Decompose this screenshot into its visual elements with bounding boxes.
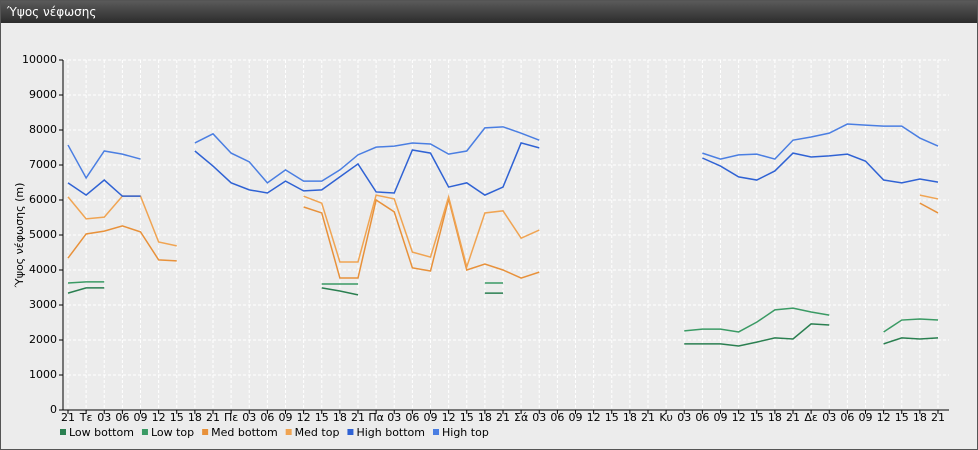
x-tick-label: 12 [587, 411, 601, 424]
x-tick-label: 06 [840, 411, 854, 424]
legend-swatch [202, 429, 209, 435]
x-tick-label: 06 [550, 411, 564, 424]
legend-swatch [433, 429, 439, 435]
x-tick-label: Σά [514, 411, 528, 424]
x-tick-label: 12 [877, 411, 891, 424]
legend-label: Med top [295, 426, 340, 439]
x-tick-label: 06 [260, 411, 274, 424]
x-tick-label: 21 [641, 411, 655, 424]
x-tick-label: 09 [424, 411, 438, 424]
x-tick-label: 21 [786, 411, 800, 424]
x-tick-label: 21 [206, 411, 220, 424]
x-tick-label: 18 [623, 411, 637, 424]
x-tick-label: 21 [351, 411, 365, 424]
line-series [67, 287, 939, 347]
x-tick-label: 03 [97, 411, 111, 424]
x-tick-label: 09 [859, 411, 873, 424]
x-tick-label: 18 [768, 411, 782, 424]
legend-swatch [347, 429, 354, 435]
x-tick-label: Πε [224, 411, 238, 424]
x-tick-label: 06 [115, 411, 129, 424]
x-tick-label: 18 [333, 411, 347, 424]
legend-label: Low bottom [69, 426, 134, 439]
x-tick-label: 18 [478, 411, 492, 424]
y-tick-label: 9000 [29, 88, 57, 101]
x-tick-label: 06 [405, 411, 419, 424]
y-tick-label: 4000 [29, 263, 57, 276]
line-series [67, 198, 939, 279]
x-tick-label: 18 [913, 411, 927, 424]
x-tick-label: 21 [931, 411, 945, 424]
y-tick-label: 8000 [29, 123, 57, 136]
x-tick-label: 21 [496, 411, 510, 424]
x-tick-label: 03 [242, 411, 256, 424]
x-tick-label: 15 [605, 411, 619, 424]
x-tick-label: 15 [750, 411, 764, 424]
x-tick-label: 09 [714, 411, 728, 424]
window-title: Ύψος νέφωσης [1, 1, 977, 23]
legend-swatch [285, 429, 292, 435]
x-tick-label: 15 [315, 411, 329, 424]
legend-swatch [60, 429, 66, 435]
y-tick-label: 5000 [29, 228, 57, 241]
x-tick-label: 15 [170, 411, 184, 424]
x-tick-label: 09 [134, 411, 148, 424]
x-tick-label: 12 [297, 411, 311, 424]
x-tick-label: 15 [895, 411, 909, 424]
x-tick-label: 09 [569, 411, 583, 424]
y-axis-title: Ύψος νέφωσης (m) [13, 183, 26, 289]
x-tick-label: 03 [822, 411, 836, 424]
x-tick-label: 12 [152, 411, 166, 424]
legend-label: Med bottom [211, 426, 278, 439]
y-tick-label: 2000 [29, 333, 57, 346]
x-tick-label: 12 [442, 411, 456, 424]
x-tick-label: Πα [368, 411, 384, 424]
x-tick-label: 03 [532, 411, 546, 424]
y-tick-label: 0 [50, 403, 57, 416]
y-tick-label: 3000 [29, 298, 57, 311]
x-tick-label: 21 [61, 411, 75, 424]
x-tick-label: 09 [279, 411, 293, 424]
x-tick-label: 06 [695, 411, 709, 424]
x-tick-label: 03 [677, 411, 691, 424]
legend-swatch [141, 429, 148, 435]
line-series [67, 123, 939, 184]
line-series [67, 142, 939, 197]
x-tick-label: 15 [460, 411, 474, 424]
y-tick-label: 1000 [29, 368, 57, 381]
legend-label: High top [442, 426, 489, 439]
y-tick-label: 7000 [29, 158, 57, 171]
legend-label: High bottom [356, 426, 425, 439]
x-tick-label: Κυ [659, 411, 673, 424]
y-tick-label: 6000 [29, 193, 57, 206]
x-tick-label: Δε [804, 411, 818, 424]
line-series [67, 281, 939, 333]
y-tick-label: 10000 [22, 53, 57, 66]
x-tick-label: 03 [387, 411, 401, 424]
legend-label: Low top [151, 426, 194, 439]
x-tick-label: Τε [79, 411, 93, 424]
x-tick-label: 12 [732, 411, 746, 424]
x-tick-label: 18 [188, 411, 202, 424]
